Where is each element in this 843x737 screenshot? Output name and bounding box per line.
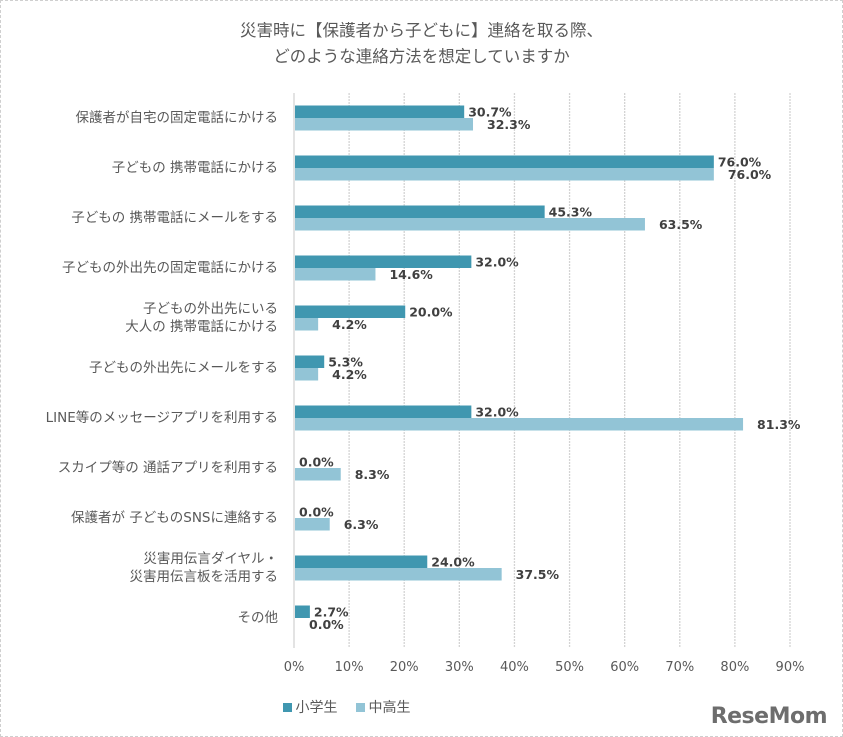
data-labels: 30.7%32.3% 76.0%76.0% 45.3% 63.5% 32.0% 14.6%… bbox=[299, 105, 801, 633]
bar-secondary bbox=[295, 268, 376, 281]
category-label: 子どもの外出先にメールをする bbox=[89, 360, 278, 376]
category-label: 子どもの 携帯電話にかける bbox=[111, 160, 278, 176]
bar-elementary bbox=[295, 155, 714, 168]
data-label: 32.3% bbox=[487, 117, 531, 132]
bar-elementary bbox=[295, 305, 406, 318]
bar-secondary bbox=[295, 568, 502, 581]
bar-elementary bbox=[295, 355, 325, 368]
legend-swatch-elementary bbox=[282, 702, 292, 712]
data-label: 0.0% bbox=[309, 617, 344, 632]
legend-swatch-secondary bbox=[355, 702, 365, 712]
data-label: 30.7% bbox=[468, 105, 512, 120]
bar-secondary bbox=[295, 368, 319, 381]
bar-secondary bbox=[295, 518, 330, 531]
x-tick-label: 40% bbox=[499, 660, 529, 675]
category-label: 子どもの外出先にいる 大人の 携帯電話にかける bbox=[125, 301, 278, 335]
chart-title: 災害時に【保護者から子どもに】連絡を取る際、 どのような連絡方法を想定しています… bbox=[0, 18, 843, 70]
category-label: 災害用伝言ダイヤル・ 災害用伝言板を活用する bbox=[129, 551, 279, 585]
category-label: 保護者が 子どものSNSに連絡する bbox=[70, 510, 278, 526]
data-label: 6.3% bbox=[344, 517, 379, 532]
bar-elementary bbox=[295, 205, 545, 218]
resemom-logo: ReseMom bbox=[710, 704, 828, 729]
x-tick-label: 70% bbox=[665, 660, 695, 675]
category-label: 保護者が自宅の固定電話にかける bbox=[75, 110, 279, 126]
bar-elementary bbox=[295, 405, 472, 418]
x-tick-label: 20% bbox=[389, 660, 419, 675]
data-label: 0.0% bbox=[299, 455, 334, 470]
x-tick-label: 0% bbox=[283, 660, 305, 675]
category-label: 子どもの外出先の固定電話にかける bbox=[62, 260, 278, 276]
data-label: 14.6% bbox=[389, 267, 433, 282]
data-label: 24.0% bbox=[431, 555, 475, 570]
x-tick-label: 60% bbox=[610, 660, 640, 675]
data-label: 76.0% bbox=[728, 167, 772, 182]
bar-secondary bbox=[295, 418, 744, 431]
legend-label-secondary: 中高生 bbox=[368, 700, 411, 716]
data-label: 76.0% bbox=[718, 155, 762, 170]
bar-elementary bbox=[295, 605, 310, 618]
legend-label-elementary: 小学生 bbox=[295, 700, 338, 716]
bar-elementary bbox=[295, 255, 472, 268]
data-label: 4.2% bbox=[332, 367, 367, 382]
x-tick-label: 80% bbox=[720, 660, 750, 675]
data-label: 32.0% bbox=[475, 255, 519, 270]
chart-title-line-1: 災害時に【保護者から子どもに】連絡を取る際、 bbox=[240, 21, 603, 40]
data-label: 32.0% bbox=[475, 405, 519, 420]
chart-title-line-2: どのような連絡方法を想定していますか bbox=[273, 47, 570, 66]
legend-item-elementary: 小学生 bbox=[282, 697, 338, 717]
data-label: 45.3% bbox=[549, 205, 593, 220]
data-label: 0.0% bbox=[299, 505, 334, 520]
x-tick-label: 10% bbox=[334, 660, 364, 675]
bar-secondary bbox=[295, 118, 474, 131]
data-label: 20.0% bbox=[409, 305, 453, 320]
bar-secondary bbox=[295, 218, 645, 231]
category-label: その他 bbox=[237, 610, 279, 626]
data-label: 5.3% bbox=[328, 355, 363, 370]
bars bbox=[295, 105, 744, 618]
data-label: 81.3% bbox=[757, 417, 801, 432]
bar-secondary bbox=[295, 468, 341, 481]
category-label: スカイプ等の 通話アプリを利用する bbox=[57, 460, 278, 476]
x-tick-label: 50% bbox=[555, 660, 584, 675]
bar-elementary bbox=[295, 105, 465, 118]
bar-elementary bbox=[295, 555, 428, 568]
bar-secondary bbox=[295, 168, 714, 181]
bar-secondary bbox=[295, 318, 319, 331]
data-label: 8.3% bbox=[355, 467, 390, 482]
x-tick-label: 30% bbox=[444, 660, 474, 675]
x-tick-label: 90% bbox=[775, 660, 805, 675]
legend-item-secondary: 中高生 bbox=[355, 697, 411, 717]
data-label: 37.5% bbox=[516, 567, 560, 582]
data-label: 63.5% bbox=[659, 217, 703, 232]
data-label: 2.7% bbox=[314, 605, 349, 620]
legend: 小学生 中高生 bbox=[0, 697, 843, 717]
category-label: 子どもの 携帯電話にメールをする bbox=[71, 210, 278, 226]
category-label: LINE等のメッセージアプリを利用する bbox=[45, 410, 278, 426]
data-label: 4.2% bbox=[332, 317, 367, 332]
